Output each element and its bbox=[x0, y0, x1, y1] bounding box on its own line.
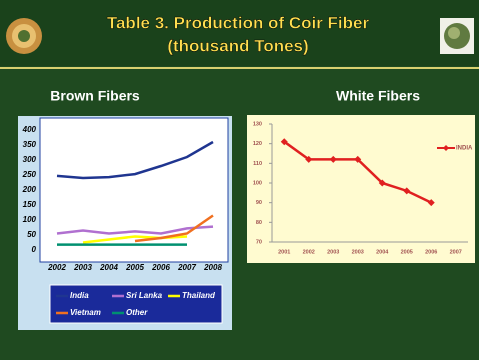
x-tick-label: 2001 bbox=[278, 249, 290, 255]
y-tick-label: 200 bbox=[22, 185, 37, 194]
x-tick-label: 2007 bbox=[177, 263, 196, 272]
x-tick-label: 2003 bbox=[327, 249, 339, 255]
point-marker bbox=[329, 155, 337, 163]
point-marker bbox=[305, 155, 313, 163]
y-tick-label: 150 bbox=[23, 200, 37, 209]
legend-label: Sri Lanka bbox=[126, 291, 163, 300]
chart-title: Brown Fibers bbox=[50, 88, 140, 104]
y-tick-label: 130 bbox=[253, 121, 262, 127]
x-tick-label: 2006 bbox=[151, 263, 170, 272]
x-tick-label: 2008 bbox=[203, 263, 222, 272]
x-tick-label: 2005 bbox=[401, 249, 413, 255]
y-tick-label: 0 bbox=[32, 245, 37, 254]
y-tick-label: 50 bbox=[27, 230, 36, 239]
x-tick-label: 2007 bbox=[450, 249, 462, 255]
chart-title: White Fibers bbox=[336, 88, 420, 104]
legend-label: Thailand bbox=[182, 291, 216, 300]
y-tick-label: 80 bbox=[256, 220, 262, 226]
x-tick-label: 2002 bbox=[47, 263, 66, 272]
y-tick-label: 350 bbox=[23, 140, 37, 149]
y-tick-label: 120 bbox=[253, 141, 262, 147]
x-tick-label: 2005 bbox=[125, 263, 144, 272]
y-tick-label: 250 bbox=[22, 170, 37, 179]
point-marker bbox=[378, 179, 386, 187]
point-marker bbox=[427, 199, 435, 207]
y-tick-label: 110 bbox=[253, 161, 262, 167]
plot-area bbox=[39, 117, 229, 263]
x-tick-label: 2002 bbox=[303, 249, 315, 255]
left-logo bbox=[6, 18, 42, 54]
legend-label: INDIA bbox=[456, 146, 473, 152]
x-tick-label: 2003 bbox=[73, 263, 92, 272]
x-tick-label: 2004 bbox=[99, 263, 118, 272]
y-tick-label: 70 bbox=[256, 239, 262, 245]
title-band bbox=[0, 0, 479, 66]
y-tick-label: 300 bbox=[23, 155, 37, 164]
legend-label: Other bbox=[126, 308, 148, 317]
series-line bbox=[134, 214, 214, 243]
legend-marker bbox=[443, 145, 449, 151]
x-tick-label: 2006 bbox=[425, 249, 437, 255]
y-tick-label: 90 bbox=[256, 200, 262, 206]
y-tick-label: 100 bbox=[253, 180, 262, 186]
title-line: Table 3. Production of Coir Fiber bbox=[107, 13, 370, 32]
point-marker bbox=[354, 155, 362, 163]
chart-area bbox=[247, 115, 475, 263]
right-logo bbox=[440, 18, 474, 54]
x-tick-label: 2003 bbox=[352, 249, 364, 255]
y-tick-label: 400 bbox=[22, 125, 37, 134]
legend-label: India bbox=[70, 291, 89, 300]
point-marker bbox=[403, 187, 411, 195]
x-tick-label: 2004 bbox=[376, 249, 389, 255]
series-line bbox=[56, 225, 214, 235]
series-line bbox=[56, 140, 214, 180]
legend-box bbox=[49, 284, 223, 324]
legend-label: Vietnam bbox=[70, 308, 101, 317]
title-line: (thousand Tones) bbox=[167, 36, 308, 55]
point-marker bbox=[280, 138, 288, 146]
y-tick-label: 100 bbox=[23, 215, 37, 224]
